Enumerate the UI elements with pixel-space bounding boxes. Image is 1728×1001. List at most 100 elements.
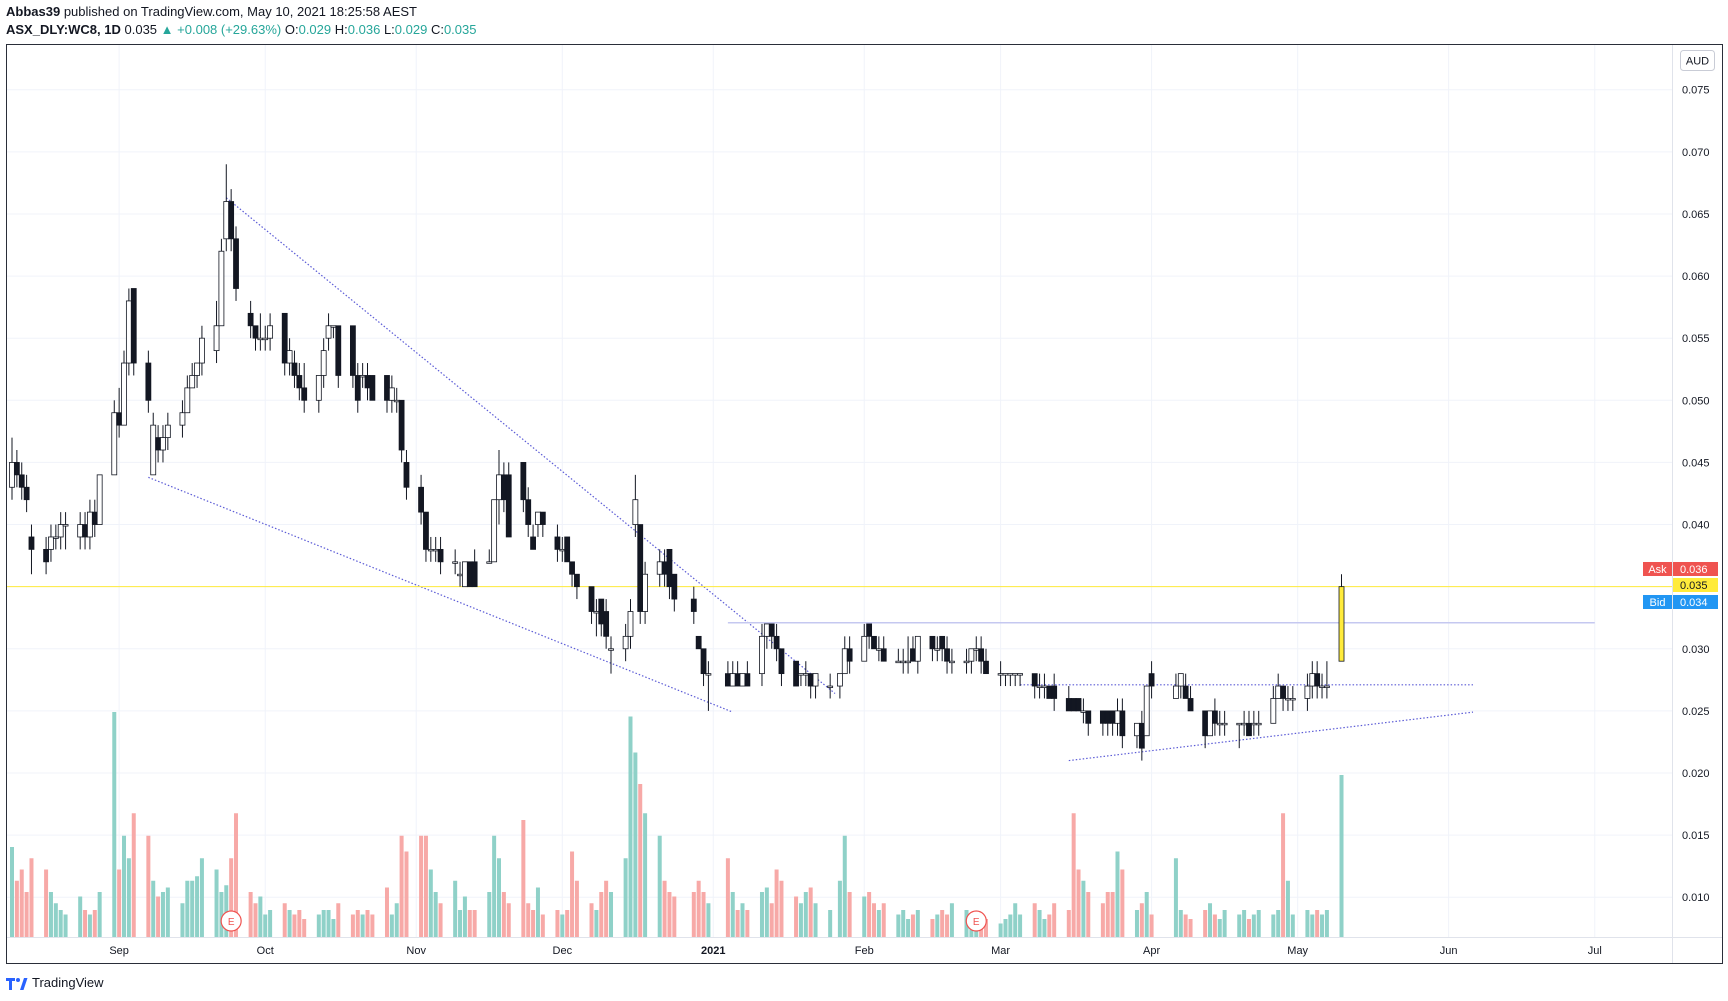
volume-bar bbox=[930, 919, 935, 937]
candle-body bbox=[247, 312, 254, 327]
candle-body bbox=[1109, 710, 1116, 724]
volume-bar bbox=[604, 880, 609, 937]
volume-bar bbox=[24, 892, 29, 937]
candle-body bbox=[150, 424, 157, 476]
open-label: O: bbox=[284, 22, 299, 37]
volume-bar bbox=[1071, 813, 1076, 937]
volume-bar bbox=[234, 813, 239, 937]
volume-bar bbox=[1081, 880, 1086, 937]
y-tick-label: 0.050 bbox=[1682, 395, 1710, 407]
candle-body bbox=[671, 573, 678, 600]
candle-body bbox=[52, 536, 59, 539]
volume-bar bbox=[1315, 910, 1320, 937]
volume-bar bbox=[1203, 910, 1208, 937]
trendline[interactable] bbox=[1068, 711, 1474, 762]
volume-bar bbox=[667, 892, 672, 937]
volume-bar bbox=[813, 903, 818, 937]
earnings-marker[interactable]: E bbox=[965, 910, 987, 932]
candle-body bbox=[233, 238, 239, 289]
y-tick-label: 0.025 bbox=[1682, 706, 1710, 718]
candle-body bbox=[315, 375, 322, 401]
y-tick-label: 0.040 bbox=[1682, 520, 1710, 532]
candle-body bbox=[778, 648, 785, 675]
candle-body bbox=[91, 511, 98, 525]
volume-bar bbox=[531, 910, 536, 937]
volume-bar bbox=[1188, 919, 1193, 937]
volume-bar bbox=[292, 914, 297, 937]
volume-bar bbox=[48, 892, 53, 937]
volume-bar bbox=[915, 910, 920, 937]
candle-body bbox=[598, 598, 605, 625]
candle-body bbox=[223, 201, 230, 240]
candle-body bbox=[656, 561, 663, 575]
volume-bar bbox=[190, 880, 195, 937]
volume-bar bbox=[662, 880, 667, 937]
candle-body bbox=[1211, 710, 1218, 724]
volume-bar bbox=[735, 910, 740, 937]
volume-bar bbox=[394, 903, 399, 937]
volume-bar bbox=[589, 903, 594, 937]
candle-body bbox=[637, 524, 644, 612]
candle-body bbox=[1236, 722, 1243, 726]
candle-body bbox=[1270, 698, 1277, 724]
time-axis[interactable]: SepOctNovDec2021FebMarAprMayJunJulAug bbox=[109, 945, 1728, 957]
volume-bar bbox=[302, 919, 307, 937]
volume-bar bbox=[112, 712, 117, 937]
currency-button[interactable]: AUD bbox=[1680, 50, 1715, 71]
volume-bar bbox=[1276, 910, 1281, 937]
candle-body bbox=[520, 462, 527, 501]
author-name: Abbas39 bbox=[6, 4, 61, 19]
candle-body bbox=[330, 325, 337, 328]
candle-body bbox=[1207, 710, 1213, 737]
candle-body bbox=[661, 561, 668, 575]
symbol-name: ASX_DLY:WC8, 1D bbox=[6, 22, 121, 37]
candle-body bbox=[603, 611, 610, 637]
candle-body bbox=[57, 524, 64, 538]
volume-bar bbox=[574, 880, 579, 937]
candle-body bbox=[871, 635, 877, 650]
volume-bar bbox=[1246, 919, 1251, 937]
candle-body bbox=[471, 561, 478, 588]
volume-bar bbox=[10, 847, 14, 937]
candle-body bbox=[427, 548, 434, 552]
volume-bar bbox=[1339, 775, 1344, 937]
volume-bar bbox=[876, 910, 881, 937]
volume-bar bbox=[224, 885, 229, 937]
candle-body bbox=[296, 375, 303, 389]
price-axis[interactable]: 0.075 0.070 0.065 0.060 0.055 0.050 0.045 0.040… bbox=[1682, 85, 1710, 905]
x-tick-label: Mar bbox=[991, 945, 1010, 957]
volume-bar bbox=[350, 914, 355, 937]
volume-bar bbox=[122, 835, 127, 937]
volume-bar bbox=[696, 880, 701, 937]
candle-body bbox=[155, 437, 162, 451]
volume-bar bbox=[1052, 903, 1057, 937]
volume-bars bbox=[10, 712, 1344, 937]
volume-bar bbox=[185, 880, 190, 937]
trendline[interactable] bbox=[225, 197, 836, 694]
volume-bar bbox=[1115, 851, 1120, 937]
candle-body bbox=[1017, 673, 1023, 676]
earnings-marker[interactable]: E bbox=[220, 910, 242, 932]
volume-bar bbox=[570, 851, 575, 937]
volume-bar bbox=[1013, 903, 1018, 937]
candle-body bbox=[759, 635, 765, 675]
volume-bar bbox=[862, 896, 867, 937]
volume-bar bbox=[1149, 914, 1154, 937]
x-tick-label: Dec bbox=[553, 945, 573, 957]
candle-body bbox=[539, 511, 546, 525]
footer-brand[interactable]: TradingView bbox=[6, 975, 104, 990]
volume-bar bbox=[910, 914, 915, 937]
candle-body bbox=[1046, 685, 1053, 699]
volume-bar bbox=[691, 892, 696, 937]
candle-body bbox=[160, 437, 166, 451]
candle-body bbox=[827, 685, 834, 688]
candle-body bbox=[82, 524, 88, 538]
volume-bar bbox=[701, 892, 706, 937]
volume-bar bbox=[764, 887, 769, 937]
candle-body bbox=[554, 536, 561, 550]
candle-body bbox=[793, 660, 799, 687]
candle-body bbox=[1280, 685, 1286, 699]
volume-bar bbox=[794, 896, 799, 937]
